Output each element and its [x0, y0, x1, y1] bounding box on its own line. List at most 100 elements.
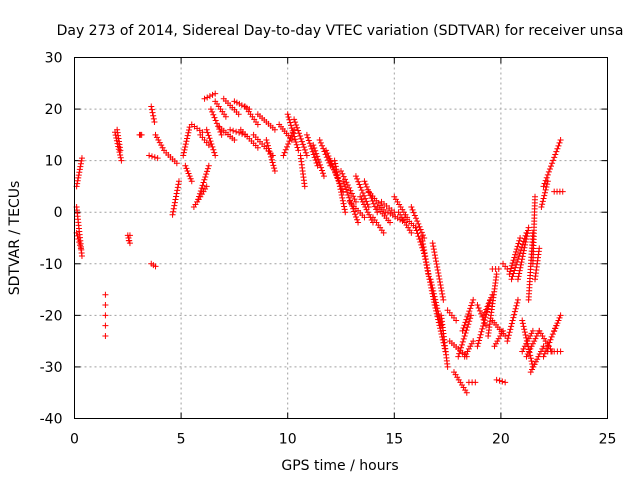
data-point [343, 186, 350, 193]
data-point [512, 251, 519, 258]
data-point [411, 212, 418, 219]
data-point [540, 195, 547, 202]
data-point [204, 94, 211, 101]
data-point [430, 290, 437, 297]
data-point [539, 345, 546, 352]
data-point [301, 183, 308, 190]
data-point [428, 282, 435, 289]
data-point [429, 240, 436, 247]
data-point [500, 327, 507, 334]
data-point [413, 227, 420, 234]
data-point [424, 267, 431, 274]
data-point [319, 167, 326, 174]
data-point [552, 151, 559, 158]
data-point [183, 138, 190, 145]
data-point [264, 139, 271, 146]
data-point [549, 160, 556, 167]
data-point [514, 299, 521, 306]
data-point [325, 152, 332, 159]
data-point [555, 317, 562, 324]
data-point [464, 348, 471, 355]
data-point [408, 229, 415, 236]
data-point [502, 379, 509, 386]
data-point [532, 358, 539, 365]
data-point [231, 137, 238, 144]
data-point [521, 244, 528, 251]
data-point [334, 171, 341, 178]
data-point [463, 389, 470, 396]
data-point [148, 106, 155, 113]
data-point [493, 271, 500, 278]
data-point [430, 243, 437, 250]
data-point [313, 159, 320, 166]
data-point [362, 204, 369, 211]
data-point [316, 137, 323, 144]
data-point [170, 208, 177, 215]
data-point [359, 198, 366, 205]
y-tick-labels: -40 -30 -20 -10 0 10 20 30 [40, 51, 63, 428]
data-point [527, 332, 534, 339]
data-point [513, 302, 520, 309]
data-point [211, 114, 218, 121]
data-point [436, 278, 443, 285]
data-point [422, 256, 429, 263]
data-point [523, 236, 530, 243]
data-point [431, 252, 438, 259]
data-point [117, 154, 124, 161]
data-point [339, 170, 346, 177]
data-point [149, 109, 156, 116]
data-point [288, 125, 295, 132]
data-point [78, 253, 85, 260]
data-point [314, 153, 321, 160]
data-point [362, 181, 369, 188]
data-point [319, 170, 326, 177]
data-point [102, 291, 109, 298]
data-point [198, 185, 205, 192]
data-point [526, 348, 533, 355]
data-point [457, 347, 464, 354]
data-point [476, 337, 483, 344]
data-point [546, 166, 553, 173]
data-point [465, 345, 472, 352]
data-point [235, 111, 242, 118]
data-point [298, 138, 305, 145]
x-tick-labels: 0 5 10 15 20 25 [70, 432, 616, 448]
data-point [551, 327, 558, 334]
data-point [74, 177, 81, 184]
data-point [491, 343, 498, 350]
data-point [74, 232, 81, 239]
y-tick-label: 0 [54, 205, 63, 221]
data-point [420, 244, 427, 251]
data-point [315, 156, 322, 163]
data-point [547, 336, 554, 343]
data-point [267, 151, 274, 158]
data-point [509, 259, 516, 266]
data-point [438, 287, 445, 294]
data-point [522, 239, 529, 246]
data-point [148, 153, 155, 160]
y-tick-label: -40 [40, 412, 63, 428]
data-point [453, 317, 460, 324]
data-point [201, 95, 208, 102]
data-point [350, 193, 357, 200]
data-point [217, 128, 224, 135]
data-point [361, 214, 368, 221]
data-point [151, 118, 158, 125]
data-point [205, 162, 212, 169]
data-point [414, 230, 421, 237]
data-point [357, 184, 364, 191]
data-point [516, 270, 523, 277]
data-point [292, 119, 299, 126]
data-point [297, 135, 304, 142]
data-point [463, 316, 470, 323]
data-point [541, 350, 548, 357]
data-point [476, 334, 483, 341]
data-point [211, 149, 218, 156]
data-point [422, 259, 429, 266]
data-point [387, 219, 394, 226]
data-point [356, 181, 363, 188]
grid-lines [74, 57, 608, 419]
data-point [553, 322, 560, 329]
data-point [521, 343, 528, 350]
data-point [535, 353, 542, 360]
